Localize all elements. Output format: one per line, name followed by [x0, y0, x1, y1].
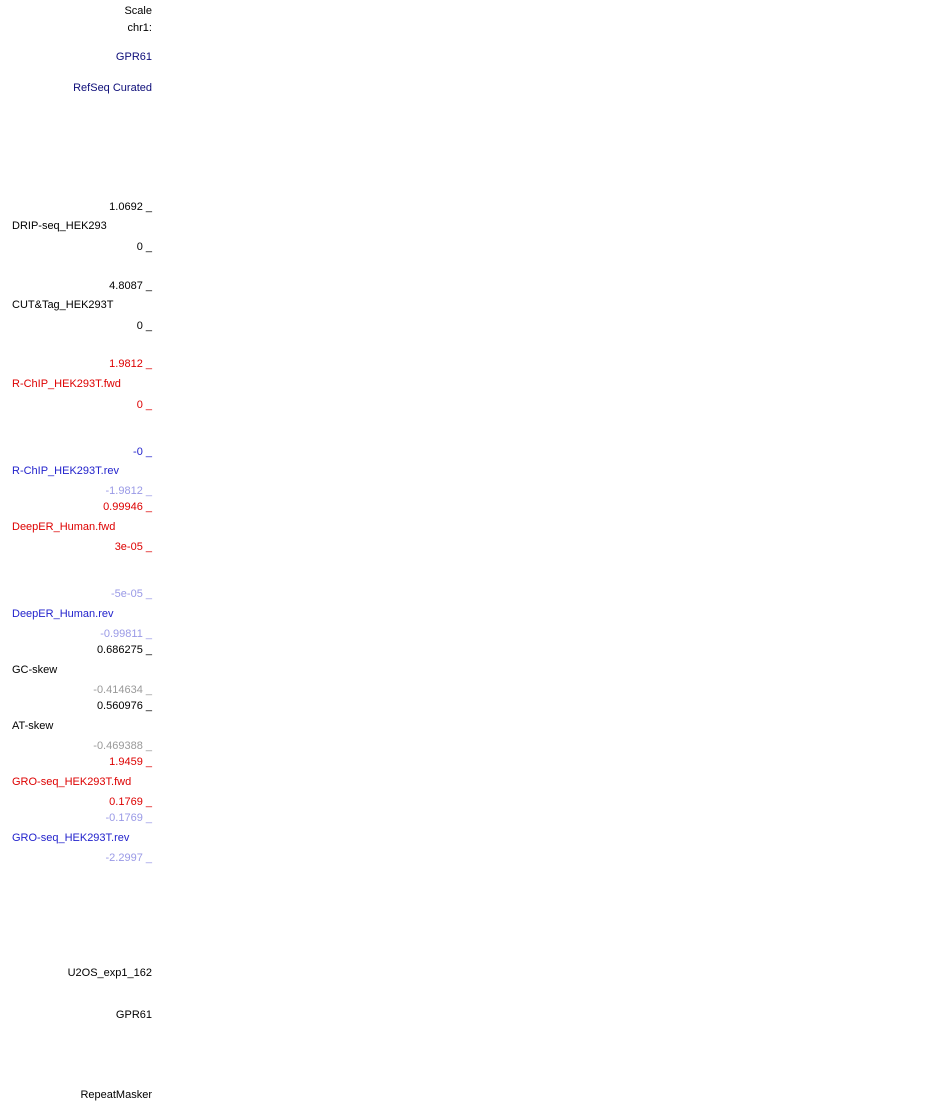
- upper-limit-gro-seq-hek293t-fwd: 1.9459 _: [109, 756, 152, 768]
- chromosome-position-label: chr1:: [127, 22, 152, 34]
- upper-limit-r-chip-hek293t-rev: -0 _: [133, 446, 152, 458]
- lower-limit-at-skew: -0.469388 _: [93, 740, 152, 752]
- track-label-at-skew[interactable]: AT-skew: [12, 720, 54, 732]
- lower-limit-deeper-human-fwd: 3e-05 _: [114, 541, 152, 553]
- track-label-gro-seq-hek293t-rev[interactable]: GRO-seq_HEK293T.rev: [12, 832, 130, 844]
- lower-limit-gc-skew: -0.414634 _: [93, 684, 152, 696]
- track-label-u2os-exp1-162[interactable]: U2OS_exp1_162: [67, 967, 152, 979]
- track-label-gc-skew[interactable]: GC-skew: [12, 664, 58, 676]
- track-label-deeper-human-rev[interactable]: DeepER_Human.rev: [12, 608, 114, 620]
- track-label-cut-and-tag-hek293t[interactable]: CUT&Tag_HEK293T: [12, 299, 114, 311]
- lower-limit-drip-seq-hek293: 0 _: [136, 241, 152, 253]
- lower-limit-r-chip-hek293t-fwd: 0 _: [136, 399, 152, 411]
- track-label-r-chip-hek293t-rev[interactable]: R-ChIP_HEK293T.rev: [12, 465, 119, 477]
- gene-item-label-gpr61[interactable]: GPR61: [115, 51, 152, 63]
- upper-limit-r-chip-hek293t-fwd: 1.9812 _: [109, 358, 152, 370]
- upper-limit-deeper-human-fwd: 0.99946 _: [103, 501, 152, 513]
- lower-limit-gro-seq-hek293t-fwd: 0.1769 _: [109, 796, 152, 808]
- track-label-gro-seq-hek293t-fwd[interactable]: GRO-seq_HEK293T.fwd: [12, 776, 132, 788]
- lower-limit-gro-seq-hek293t-rev: -2.2997 _: [105, 852, 152, 864]
- upper-limit-cut-and-tag-hek293t: 4.8087 _: [109, 280, 152, 292]
- track-label-refseq-curated[interactable]: RefSeq Curated: [73, 82, 152, 94]
- gene-item-label-gpr61-bottom[interactable]: GPR61: [115, 1009, 152, 1021]
- upper-limit-drip-seq-hek293: 1.0692 _: [109, 201, 152, 213]
- upper-limit-gro-seq-hek293t-rev: -0.1769 _: [105, 812, 152, 824]
- track-label-deeper-human-fwd[interactable]: DeepER_Human.fwd: [12, 521, 116, 533]
- lower-limit-deeper-human-rev: -0.99811 _: [100, 628, 152, 640]
- track-label-drip-seq-hek293[interactable]: DRIP-seq_HEK293: [12, 220, 107, 232]
- track-label-r-chip-hek293t-fwd[interactable]: R-ChIP_HEK293T.fwd: [12, 378, 121, 390]
- upper-limit-gc-skew: 0.686275 _: [96, 644, 152, 656]
- upper-limit-at-skew: 0.560976 _: [96, 700, 152, 712]
- scale-label: Scale: [124, 5, 152, 17]
- lower-limit-cut-and-tag-hek293t: 0 _: [136, 320, 152, 332]
- lower-limit-r-chip-hek293t-rev: -1.9812 _: [105, 485, 152, 497]
- upper-limit-deeper-human-rev: -5e-05 _: [111, 588, 152, 600]
- track-label-repeatmasker[interactable]: RepeatMasker: [80, 1089, 152, 1101]
